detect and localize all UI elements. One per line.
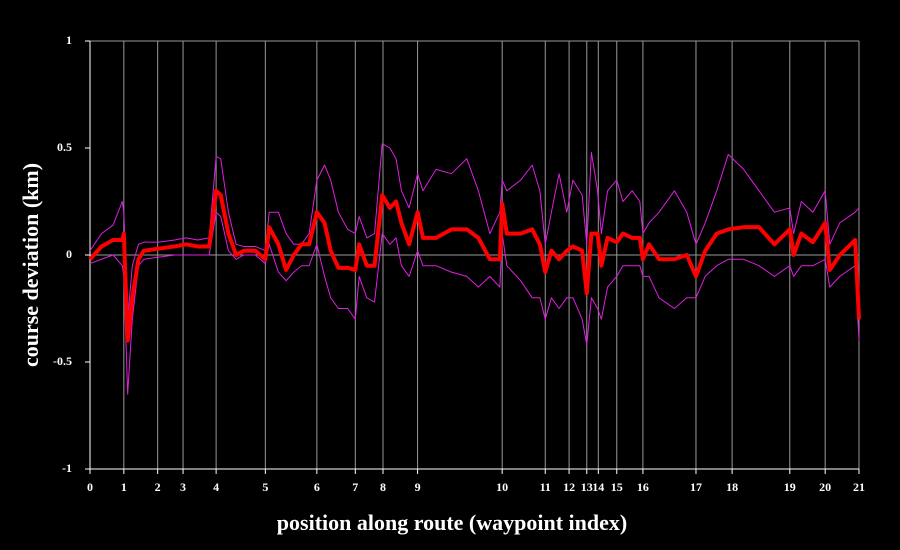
- x-tick-label: 8: [380, 480, 386, 494]
- x-tick-label: 17: [690, 480, 702, 494]
- y-tick-label: 0.5: [57, 140, 72, 154]
- y-tick-label: -0.5: [53, 354, 72, 368]
- x-tick-label: 5: [262, 480, 268, 494]
- x-tick-label: 11: [540, 480, 551, 494]
- x-tick-label: 18: [726, 480, 738, 494]
- x-tick-label: 20: [819, 480, 831, 494]
- x-tick-label: 0: [87, 480, 93, 494]
- series-line: [89, 211, 860, 395]
- x-tick-label: 6: [314, 480, 320, 494]
- x-tick-label: 13: [581, 480, 593, 494]
- x-tick-label: 3: [180, 480, 186, 494]
- x-tick-label: 4: [213, 480, 219, 494]
- y-tick-label: 1: [66, 33, 72, 47]
- x-tick-label: 2: [155, 480, 161, 494]
- x-tick-label: 15: [611, 480, 623, 494]
- x-axis-label: position along route (waypoint index): [277, 510, 627, 535]
- y-axis-label: course deviation (km): [18, 163, 43, 367]
- x-tick-label: 10: [496, 480, 508, 494]
- x-tick-label: 21: [853, 480, 865, 494]
- x-tick-label: 16: [637, 480, 649, 494]
- x-tick-label: 9: [415, 480, 421, 494]
- series-line: [88, 188, 861, 343]
- y-tick-label: -1: [62, 461, 72, 475]
- series-line: [89, 143, 860, 320]
- y-tick-label: 0: [66, 247, 72, 261]
- x-tick-label: 14: [592, 480, 604, 494]
- x-tick-label: 7: [352, 480, 358, 494]
- x-tick-label: 1: [121, 480, 127, 494]
- x-tick-label: 12: [563, 480, 575, 494]
- x-tick-label: 19: [784, 480, 796, 494]
